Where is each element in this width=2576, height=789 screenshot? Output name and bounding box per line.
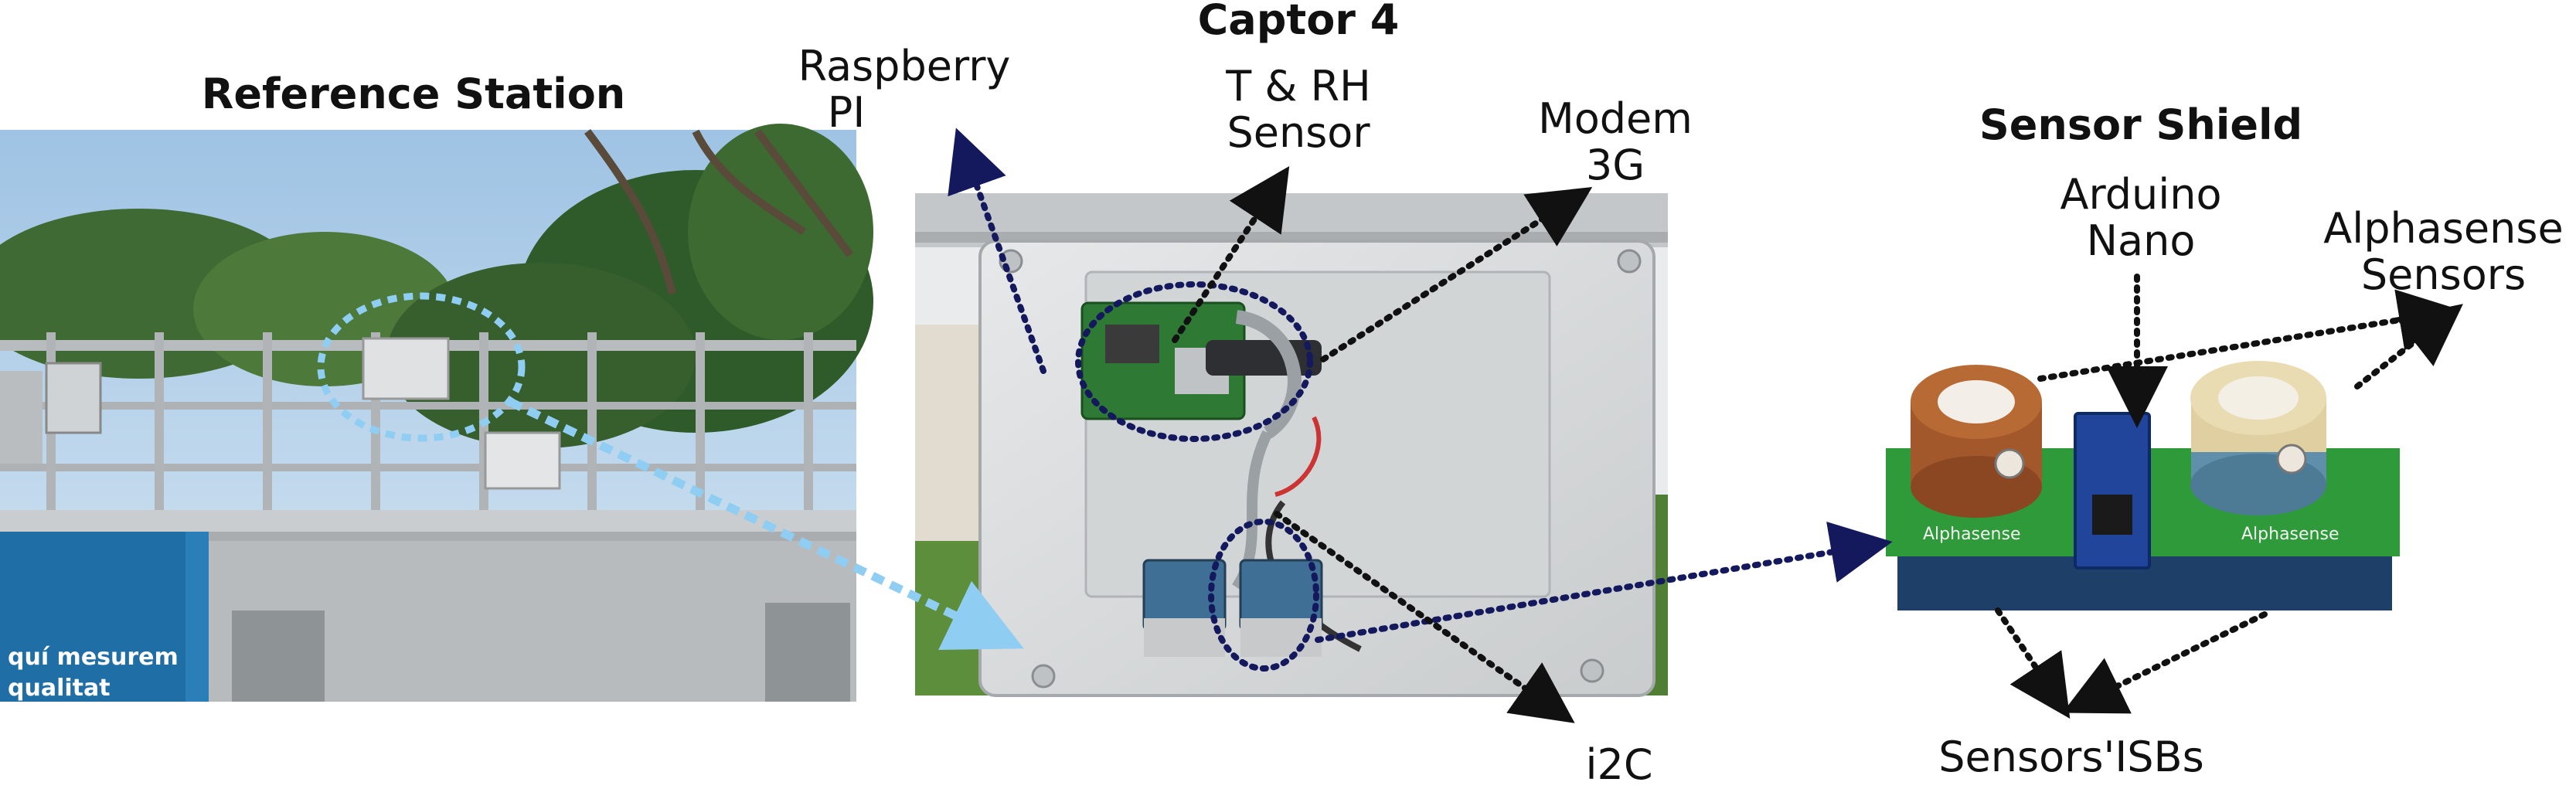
i2c-label: i2C: [1585, 740, 1653, 789]
modem-line-2: 3G: [1585, 141, 1645, 190]
raspberry-pi-line-2: PI: [827, 88, 866, 138]
captor-photo: [915, 193, 1668, 697]
alphasense-sensor-left: [1911, 365, 2042, 518]
trh-sensor-line-1: T & RH: [1226, 62, 1371, 111]
trh-sensor-line-2: Sensor: [1227, 108, 1370, 158]
arduino-nano-board: [2074, 412, 2151, 570]
arduino-line-2: Nano: [2086, 216, 2196, 266]
raspberry-pi-line-1: Raspberry: [798, 42, 1011, 90]
arrow-to-trh-sensor: [1172, 165, 1290, 343]
captor-board-ellipse: [1075, 281, 1313, 442]
alphasense-line-1: Alphasense: [2323, 204, 2564, 253]
captor-isb-ellipse: [1208, 519, 1319, 672]
trh-sensor-label: T & RH Sensor: [1159, 63, 1438, 157]
arrow-to-i2c: [1274, 511, 1575, 723]
alphasense-sensor-right: [2190, 361, 2326, 515]
alphasense-line-2: Sensors: [2360, 250, 2527, 300]
sensor-shield-photo: Alphasense Alphasense: [1886, 361, 2400, 610]
sensor-shield-title: Sensor Shield: [1979, 100, 2303, 149]
reference-station-title: Reference Station: [201, 70, 626, 118]
arduino-line-1: Arduino: [2060, 170, 2222, 219]
banner-line-2: qualitat: [8, 675, 111, 702]
arrow-to-sensor-shield: [1315, 522, 1893, 643]
raspberry-pi-label: Raspberry PI: [773, 43, 1036, 137]
arduino-nano-label: Arduino Nano: [2009, 170, 2272, 266]
arrow-to-modem: [1320, 187, 1593, 362]
board-text-left: Alphasense: [1923, 525, 2021, 544]
banner-line-1: quí mesurem: [8, 644, 179, 671]
board-text-right: Alphasense: [2241, 525, 2339, 544]
modem-3g-label: Modem 3G: [1499, 94, 1731, 190]
alphasense-sensors-label: Alphasense Sensors: [2311, 204, 2576, 300]
modem-line-1: Modem: [1538, 94, 1693, 143]
reference-station-photo: quí mesurem qualitat: [0, 124, 873, 702]
station-highlight-ellipse: [317, 292, 526, 442]
arrow-station-to-captor: [508, 398, 1024, 651]
sensors-isbs-label: Sensors'ISBs: [1938, 733, 2204, 781]
arrow-to-raspberry: [948, 128, 1046, 374]
captor-title: Captor 4: [1197, 0, 1400, 44]
arrow-left-isb: [1995, 607, 2071, 719]
arrow-left-sensor-to-alphasense: [2037, 289, 2461, 382]
arrow-right-isb: [2062, 611, 2268, 714]
arrow-right-sensor-to-alphasense: [2354, 304, 2463, 389]
